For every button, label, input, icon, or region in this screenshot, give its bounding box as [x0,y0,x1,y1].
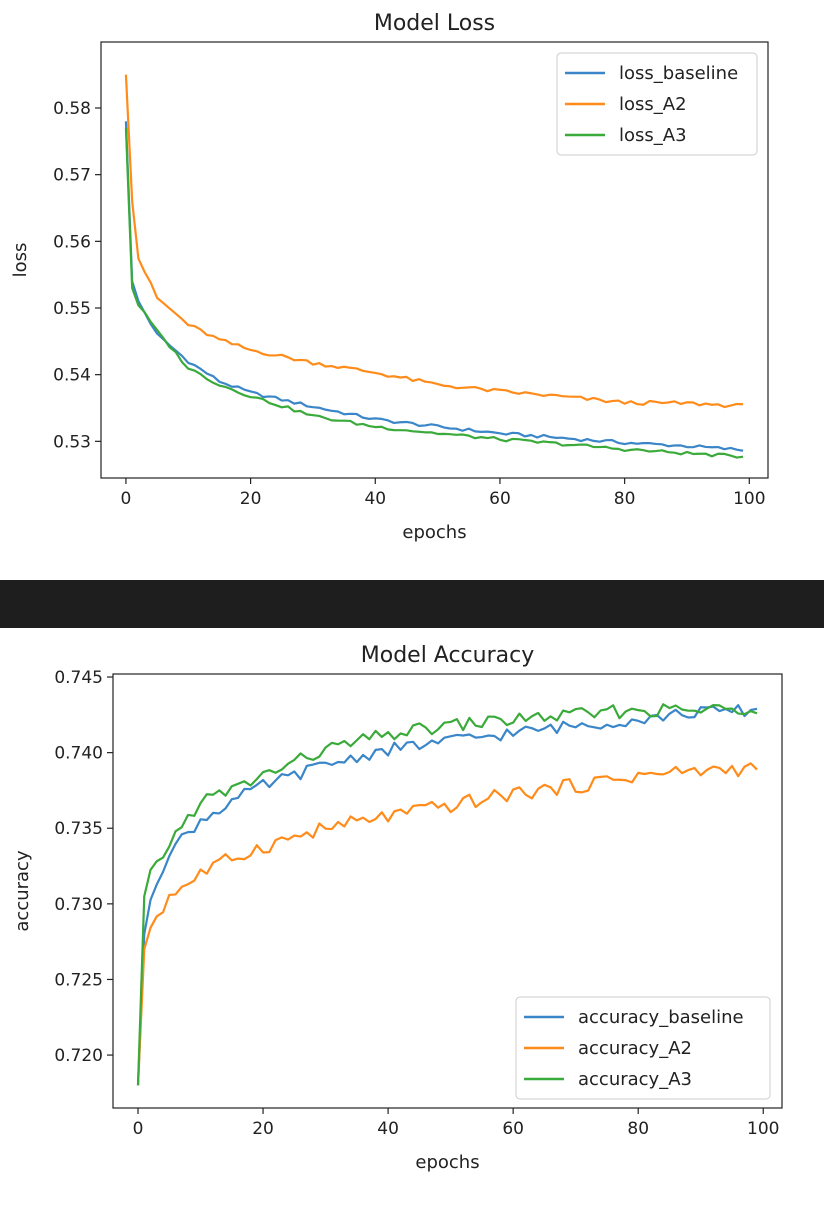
y-tick-label: 0.740 [54,744,103,764]
series-group [136,703,758,1086]
x-tick-label: 0 [121,489,132,509]
x-tick-label: 80 [627,1119,649,1139]
y-tick-label: 0.745 [54,668,103,688]
panel-separator [0,580,824,628]
y-tick-label: 0.720 [54,1046,103,1066]
x-tick-label: 60 [489,489,511,509]
series-line-accuracy-A3 [136,703,758,1086]
legend: loss_baseline loss_A2 loss_A3 [556,52,758,156]
x-tick-label: 40 [377,1119,399,1139]
x-tick-label: 60 [502,1119,524,1139]
legend-box [556,52,758,156]
x-tick-label: 0 [133,1119,144,1139]
y-tick-label: 0.735 [54,819,103,839]
chart-title: Model Loss [374,11,495,36]
x-tick-label: 100 [747,1119,779,1139]
y-tick-label: 0.725 [54,970,103,990]
x-tick-label: 20 [240,489,262,509]
x-tick-label: 40 [364,489,386,509]
y-tick-label: 0.55 [53,299,91,319]
legend-label: loss_baseline [619,63,738,84]
series-line-loss-A3 [124,127,744,459]
x-tick-label: 20 [252,1119,274,1139]
y-tick-label: 0.54 [53,366,91,386]
x-axis-label: epochs [402,522,466,543]
legend-label: loss_A3 [619,125,687,146]
accuracy-chart: Model Accuracy 0 20 40 60 80 100 0.720 0.725 0.73… [12,643,783,1173]
chart-title: Model Accuracy [361,643,535,668]
legend-label: accuracy_baseline [578,1007,744,1028]
y-axis-label: loss [10,243,31,278]
series-line-accuracy-A2 [136,762,758,1086]
plot-frame [100,41,769,479]
series-line-loss-baseline [124,121,744,452]
y-tick-label: 0.730 [54,895,103,915]
x-tick-label: 100 [733,489,765,509]
plot-frame [112,673,783,1109]
y-tick-label: 0.58 [53,99,91,119]
legend-label: accuracy_A3 [578,1069,692,1090]
series-line-loss-A2 [124,74,744,409]
y-tick-label: 0.56 [53,232,91,252]
x-tick-label: 80 [614,489,636,509]
x-axis-label: epochs [415,1152,479,1173]
y-tick-label: 0.57 [53,166,91,186]
legend-label: loss_A2 [619,94,687,115]
legend-box [515,996,771,1100]
series-group [124,74,744,459]
loss-chart-panel: Model Loss 0 20 40 60 80 100 0.53 0.54 0.55 0.56 0.… [0,0,824,580]
y-axis-label: accuracy [12,850,33,932]
loss-chart: Model Loss 0 20 40 60 80 100 0.53 0.54 0.55 0.56 0.… [10,11,769,543]
y-tick-label: 0.53 [53,432,91,452]
legend: accuracy_baseline accuracy_A2 accuracy_A3 [515,996,771,1100]
legend-label: accuracy_A2 [578,1038,692,1059]
accuracy-chart-panel: Model Accuracy 0 20 40 60 80 100 0.720 0.725 0.73… [0,628,824,1206]
